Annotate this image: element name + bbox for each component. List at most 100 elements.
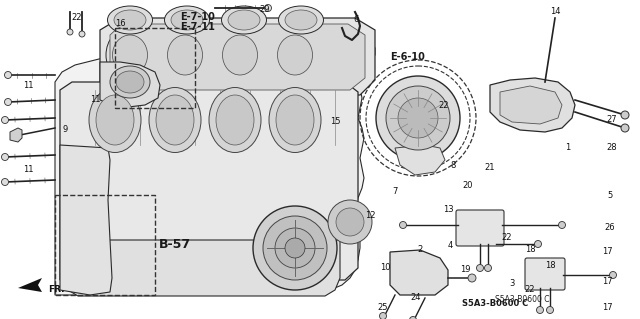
Text: 16: 16 <box>115 19 125 28</box>
Text: 11: 11 <box>90 95 100 105</box>
Polygon shape <box>110 24 365 90</box>
Text: 25: 25 <box>378 303 388 313</box>
Circle shape <box>79 31 85 37</box>
Circle shape <box>559 221 566 228</box>
Ellipse shape <box>216 27 264 83</box>
Ellipse shape <box>164 6 209 34</box>
Circle shape <box>477 264 483 271</box>
Ellipse shape <box>276 95 314 145</box>
Text: E-6-10: E-6-10 <box>390 52 426 62</box>
Polygon shape <box>100 18 375 95</box>
Circle shape <box>253 206 337 290</box>
Bar <box>55 195 155 295</box>
Polygon shape <box>65 240 340 296</box>
Circle shape <box>621 124 629 132</box>
Circle shape <box>621 111 629 119</box>
Circle shape <box>609 271 616 278</box>
Bar <box>115 28 195 108</box>
Ellipse shape <box>171 10 203 30</box>
Polygon shape <box>500 86 562 124</box>
Text: 10: 10 <box>380 263 390 271</box>
Ellipse shape <box>89 87 141 152</box>
Text: 29: 29 <box>260 5 270 14</box>
Text: 5: 5 <box>607 190 612 199</box>
Ellipse shape <box>221 6 266 34</box>
Circle shape <box>398 98 438 138</box>
FancyBboxPatch shape <box>456 210 504 246</box>
FancyBboxPatch shape <box>525 258 565 290</box>
Ellipse shape <box>114 10 146 30</box>
Text: 22: 22 <box>72 13 83 23</box>
Text: 17: 17 <box>602 303 612 313</box>
Text: 27: 27 <box>607 115 618 124</box>
Circle shape <box>410 316 417 319</box>
Ellipse shape <box>168 35 202 75</box>
Ellipse shape <box>156 95 194 145</box>
Circle shape <box>536 307 543 314</box>
Ellipse shape <box>209 87 261 152</box>
Text: 22: 22 <box>439 100 449 109</box>
Circle shape <box>328 200 372 244</box>
Circle shape <box>264 4 271 11</box>
Text: 21: 21 <box>484 164 495 173</box>
Text: 7: 7 <box>392 188 397 197</box>
Text: 6: 6 <box>353 16 358 25</box>
Polygon shape <box>60 145 112 295</box>
Text: 20: 20 <box>463 181 473 189</box>
Ellipse shape <box>228 10 260 30</box>
Text: 22: 22 <box>502 234 512 242</box>
Text: B-57: B-57 <box>159 238 191 251</box>
Text: 15: 15 <box>330 117 340 127</box>
Ellipse shape <box>278 6 323 34</box>
Text: 24: 24 <box>411 293 421 302</box>
Ellipse shape <box>113 35 147 75</box>
Polygon shape <box>10 128 22 142</box>
Circle shape <box>4 71 12 78</box>
Text: 14: 14 <box>550 8 560 17</box>
Ellipse shape <box>96 95 134 145</box>
Ellipse shape <box>278 35 312 75</box>
Polygon shape <box>490 78 575 132</box>
Circle shape <box>399 221 406 228</box>
Text: E-7-10: E-7-10 <box>180 12 216 22</box>
Circle shape <box>67 29 73 35</box>
Circle shape <box>547 307 554 314</box>
Text: 19: 19 <box>460 265 470 275</box>
Circle shape <box>336 208 364 236</box>
Ellipse shape <box>108 6 152 34</box>
Circle shape <box>263 216 327 280</box>
Ellipse shape <box>110 66 150 98</box>
Circle shape <box>1 116 8 123</box>
Text: 4: 4 <box>447 241 452 249</box>
Text: 8: 8 <box>451 160 456 169</box>
Text: 1: 1 <box>565 144 571 152</box>
Ellipse shape <box>223 35 257 75</box>
Text: 2: 2 <box>417 246 422 255</box>
Circle shape <box>534 241 541 248</box>
Polygon shape <box>18 278 42 292</box>
Text: 11: 11 <box>23 166 33 174</box>
Circle shape <box>386 86 450 150</box>
Text: S5A3-B0600 C: S5A3-B0600 C <box>495 294 550 303</box>
Ellipse shape <box>116 71 144 93</box>
Polygon shape <box>60 82 358 280</box>
Polygon shape <box>395 145 445 175</box>
Text: 22: 22 <box>525 286 535 294</box>
Text: 9: 9 <box>62 125 68 135</box>
Text: 26: 26 <box>605 224 615 233</box>
Polygon shape <box>55 28 375 295</box>
Circle shape <box>1 179 8 186</box>
Text: 12: 12 <box>365 211 375 219</box>
Ellipse shape <box>269 87 321 152</box>
Polygon shape <box>100 62 160 108</box>
Text: 13: 13 <box>443 205 453 214</box>
Text: 17: 17 <box>602 248 612 256</box>
Text: 28: 28 <box>607 144 618 152</box>
Polygon shape <box>390 250 448 295</box>
Text: FR.: FR. <box>48 286 65 294</box>
Ellipse shape <box>216 95 254 145</box>
Circle shape <box>468 274 476 282</box>
Text: 18: 18 <box>545 261 556 270</box>
Ellipse shape <box>161 27 209 83</box>
Text: S5A3-B0600 C: S5A3-B0600 C <box>462 299 528 308</box>
